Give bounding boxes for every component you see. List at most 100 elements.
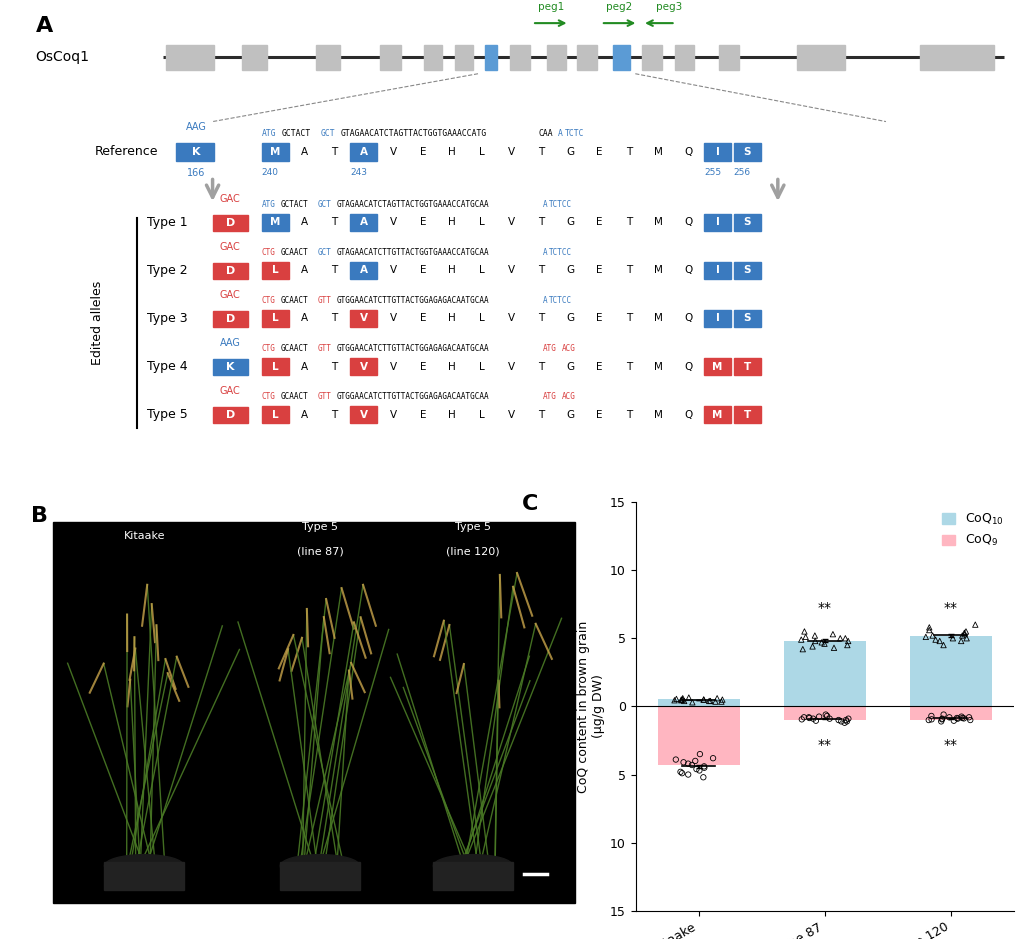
Text: GCT: GCT — [317, 199, 332, 208]
Text: T: T — [331, 146, 337, 157]
Point — [953, 634, 970, 649]
Text: GCT: GCT — [317, 248, 332, 256]
Text: M: M — [713, 362, 723, 372]
Point — [928, 632, 944, 647]
Text: G: G — [566, 266, 574, 275]
Point — [676, 693, 692, 708]
Point — [838, 631, 854, 646]
Bar — [909, 706, 991, 720]
Text: Type 4: Type 4 — [146, 360, 187, 373]
Text: D: D — [225, 218, 234, 228]
Text: V: V — [508, 409, 515, 420]
Point — [673, 693, 689, 708]
Text: peg3: peg3 — [655, 2, 682, 11]
Point — [932, 634, 948, 649]
Bar — [675, 45, 694, 70]
Point — [957, 623, 974, 639]
Text: GCAACT: GCAACT — [281, 248, 308, 256]
Bar — [705, 407, 731, 423]
Text: CTG: CTG — [262, 392, 275, 401]
Point — [925, 628, 941, 643]
Point — [687, 753, 703, 768]
Point — [709, 691, 725, 706]
Point — [961, 710, 977, 725]
Bar — [705, 214, 731, 231]
Point — [696, 761, 713, 776]
Bar — [262, 262, 289, 279]
Point — [807, 634, 823, 649]
Point — [945, 631, 962, 646]
Point — [695, 692, 712, 707]
Text: I: I — [716, 314, 720, 323]
Point — [811, 709, 827, 724]
Point — [838, 713, 854, 728]
Bar — [733, 214, 761, 231]
Text: T: T — [331, 362, 337, 372]
Point — [956, 625, 973, 640]
Bar — [642, 45, 662, 70]
Point — [816, 637, 833, 652]
Text: E: E — [420, 266, 426, 275]
Text: A: A — [359, 266, 368, 275]
Text: GTT: GTT — [317, 344, 332, 353]
Text: ATG: ATG — [262, 129, 276, 137]
Text: 255: 255 — [705, 168, 721, 177]
Text: V: V — [508, 362, 515, 372]
Text: V: V — [359, 409, 368, 420]
Text: C: C — [522, 494, 539, 514]
Text: GCT: GCT — [321, 129, 336, 137]
Point — [934, 712, 950, 727]
Text: (line 120): (line 120) — [446, 546, 500, 557]
Bar — [380, 45, 401, 70]
Text: S: S — [743, 146, 751, 157]
Text: S: S — [743, 314, 751, 323]
Point — [701, 693, 718, 708]
Text: GTGGAACATCTTGTTACTGGAGAGACAATGCAA: GTGGAACATCTTGTTACTGGAGAGACAATGCAA — [337, 344, 489, 353]
Text: K: K — [191, 146, 200, 157]
Text: A: A — [36, 16, 53, 37]
Bar — [733, 359, 761, 375]
Point — [824, 626, 841, 641]
Point — [808, 714, 824, 729]
Point — [933, 714, 949, 729]
Point — [841, 711, 857, 726]
Text: GTT: GTT — [317, 296, 332, 304]
Text: 240: 240 — [262, 168, 279, 177]
Point — [793, 632, 809, 647]
Text: 256: 256 — [733, 168, 751, 177]
Text: T: T — [538, 314, 544, 323]
Text: V: V — [508, 217, 515, 227]
Text: G: G — [566, 409, 574, 420]
Ellipse shape — [104, 854, 184, 877]
Point — [801, 711, 817, 726]
Text: S: S — [743, 266, 751, 275]
Text: TCTCC: TCTCC — [549, 296, 572, 304]
Point — [696, 759, 713, 774]
Bar — [798, 45, 845, 70]
Point — [839, 638, 855, 653]
Text: L: L — [272, 266, 279, 275]
Point — [691, 763, 708, 778]
Bar — [547, 45, 566, 70]
Text: T: T — [331, 266, 337, 275]
Text: Q: Q — [684, 409, 692, 420]
Text: E: E — [420, 314, 426, 323]
Bar — [350, 262, 377, 279]
Text: 243: 243 — [350, 168, 368, 177]
Point — [955, 711, 972, 726]
Point — [714, 692, 730, 707]
Point — [702, 693, 719, 708]
Point — [958, 631, 975, 646]
Bar — [104, 862, 184, 890]
Text: I: I — [716, 146, 720, 157]
Point — [684, 758, 700, 773]
Bar — [657, 699, 739, 706]
Text: E: E — [420, 217, 426, 227]
Point — [692, 747, 709, 762]
Text: GTAGAACATCTTGTTACTGGTGAAACCATGCAA: GTAGAACATCTTGTTACTGGTGAAACCATGCAA — [337, 248, 489, 256]
Text: H: H — [449, 217, 456, 227]
Point — [963, 713, 979, 728]
Text: ACG: ACG — [561, 344, 575, 353]
Point — [805, 639, 821, 654]
Text: Edited alleles: Edited alleles — [91, 281, 104, 365]
